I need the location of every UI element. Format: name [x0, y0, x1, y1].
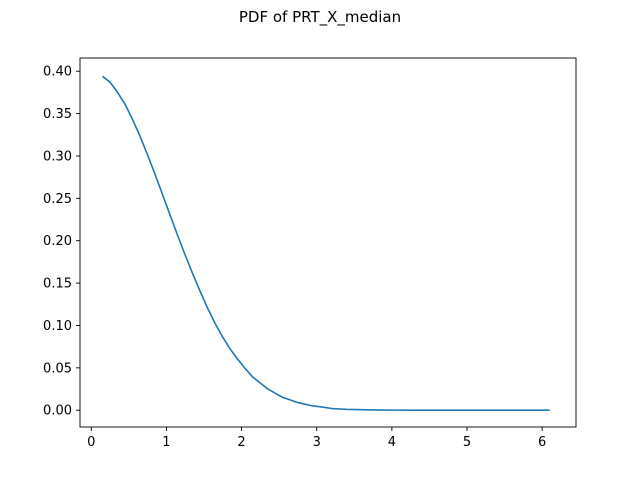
x-tick-label: 5	[463, 435, 471, 450]
y-tick-label: 0.40	[43, 65, 72, 80]
x-tick-label: 1	[162, 435, 170, 450]
x-tick-label: 6	[538, 435, 546, 450]
y-tick-label: 0.25	[43, 192, 72, 207]
pdf-line	[102, 75, 550, 412]
y-tick-label: 0.00	[43, 404, 72, 419]
chart-title: PDF of PRT_X_median	[239, 8, 401, 27]
x-tick-label: 0	[87, 435, 95, 450]
x-tick-label: 3	[313, 435, 321, 450]
y-tick-label: 0.05	[43, 361, 72, 376]
plot-frame	[79, 57, 577, 428]
y-tick-label: 0.15	[43, 277, 72, 292]
x-tick-label: 2	[237, 435, 245, 450]
x-tick-label: 4	[388, 435, 396, 450]
y-tick-label: 0.30	[43, 149, 72, 164]
y-tick-label: 0.20	[43, 234, 72, 249]
y-tick-label: 0.10	[43, 319, 72, 334]
y-tick-label: 0.35	[43, 107, 72, 122]
